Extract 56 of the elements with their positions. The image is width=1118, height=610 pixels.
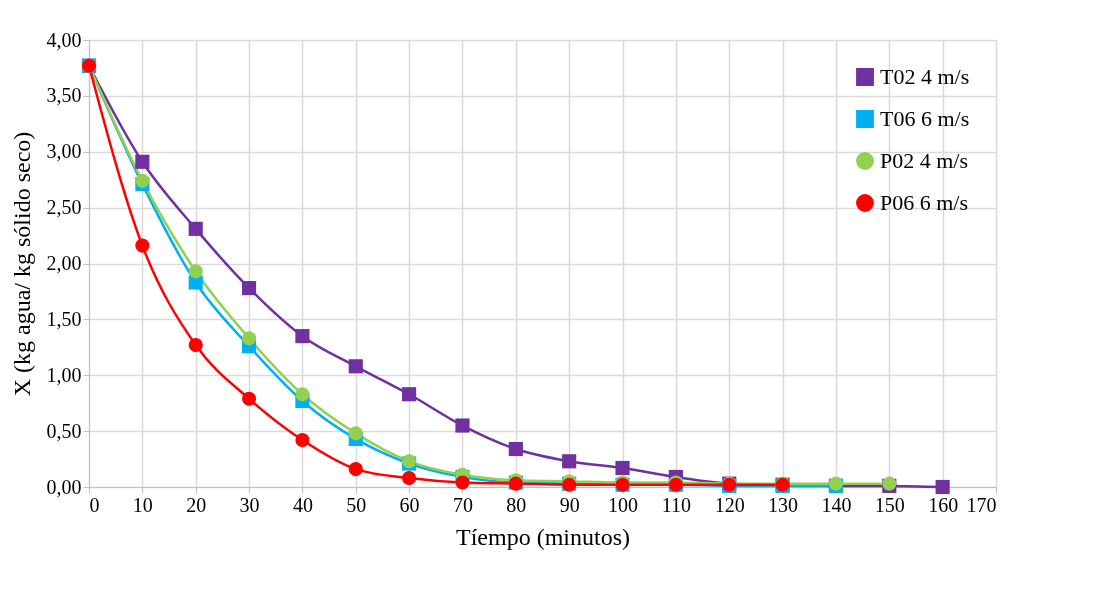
x-tick-label: 160 (928, 493, 959, 516)
point (562, 454, 577, 469)
point (135, 173, 150, 188)
y-tick-label: 0,00 (46, 475, 82, 498)
point (402, 471, 417, 486)
point (348, 359, 363, 374)
y-tick-label: 3,50 (46, 84, 82, 107)
y-tick-label: 1,00 (46, 363, 82, 386)
x-tick-label: 150 (874, 493, 905, 516)
x-axis-title: Tíempo (minutos) (456, 523, 630, 550)
point (135, 154, 150, 169)
x-tick-label: 40 (292, 493, 313, 516)
x-tick-label: 10 (132, 493, 153, 516)
point (455, 475, 470, 490)
x-tick-label: 90 (559, 493, 580, 516)
point (615, 460, 630, 476)
y-axis-title: X (kg agua/ kg sólido seco) (8, 131, 35, 397)
y-tick-label: 2,00 (46, 252, 82, 274)
x-tick-label: 130 (768, 493, 799, 516)
y-tick-label: 3,00 (46, 140, 82, 163)
legend-label: T06 6 m/s (880, 106, 970, 131)
x-tick-label: 70 (452, 493, 473, 516)
point (241, 391, 257, 406)
point (188, 338, 203, 353)
legend-label: T02 4 m/s (880, 64, 970, 89)
x-tick-label: 110 (661, 493, 692, 516)
point (348, 462, 363, 477)
x-tick-label: 0 (89, 493, 100, 516)
point (295, 387, 310, 402)
point (508, 441, 523, 457)
point (135, 238, 150, 253)
y-tick-label: 4,00 (46, 28, 82, 51)
y-tick-label: 2,50 (46, 196, 82, 219)
x-tick-label: 120 (714, 493, 745, 516)
x-tick-label: 100 (608, 493, 639, 516)
point (455, 418, 470, 433)
legend-label: P06 6 m/s (880, 190, 969, 215)
y-tick-label: 1,50 (46, 307, 82, 330)
x-tick-label: 80 (506, 493, 527, 516)
point (295, 433, 310, 448)
x-tick-label: 170 (966, 493, 997, 516)
x-tick-label: 20 (186, 493, 207, 516)
point (188, 221, 203, 236)
x-tick-label: 30 (239, 493, 260, 516)
point (935, 479, 950, 495)
x-tick-label: 60 (399, 493, 420, 516)
x-tick-label: 140 (821, 493, 852, 516)
point (241, 281, 257, 296)
x-tick-label: 50 (346, 493, 367, 516)
y-tick-label: 0,50 (46, 419, 82, 442)
point (402, 387, 417, 402)
legend-label: P02 4 m/s (880, 148, 969, 173)
point (241, 331, 257, 346)
point (348, 426, 363, 441)
point (188, 264, 203, 279)
point (295, 329, 310, 344)
